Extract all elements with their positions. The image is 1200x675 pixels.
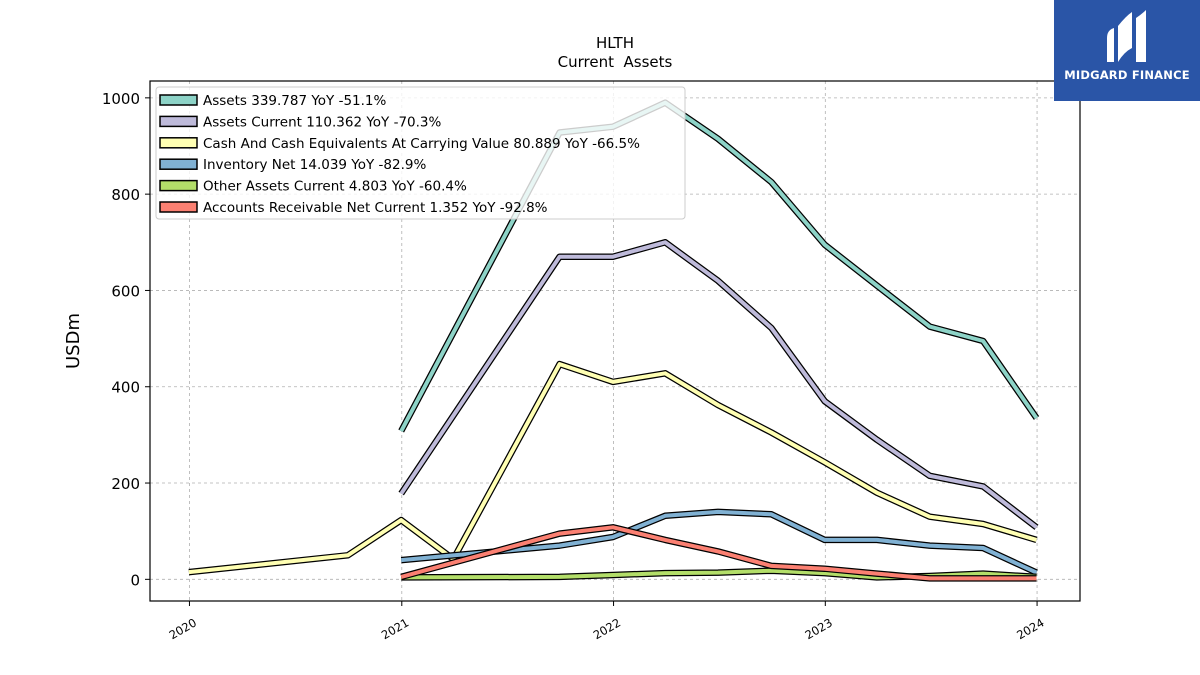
x-tick-label: 2022 bbox=[591, 615, 623, 642]
legend-swatch bbox=[159, 115, 198, 128]
legend-swatch bbox=[159, 201, 198, 213]
midgard-m-logo-icon bbox=[1107, 10, 1146, 62]
legend-swatch bbox=[159, 179, 198, 192]
legend-item[interactable]: Inventory Net 14.039 YoY -82.9% bbox=[159, 157, 426, 173]
legend-box bbox=[155, 86, 686, 220]
series-1 bbox=[398, 239, 1039, 530]
legend-item[interactable]: Assets 339.787 YoY -51.1% bbox=[159, 93, 387, 109]
y-tick-label: 1000 bbox=[102, 90, 140, 108]
series-2 bbox=[188, 360, 1038, 576]
x-tick-label: 2021 bbox=[379, 615, 411, 642]
legend-label: Assets Current 110.362 YoY -70.3% bbox=[203, 114, 442, 130]
y-tick-label: 200 bbox=[111, 475, 140, 493]
legend-item[interactable]: Accounts Receivable Net Current 1.352 Yo… bbox=[159, 200, 548, 216]
legend-label: Inventory Net 14.039 YoY -82.9% bbox=[203, 157, 426, 173]
legend-swatch bbox=[159, 137, 198, 149]
y-axis-label: USDm bbox=[63, 313, 84, 369]
legend-label: Other Assets Current 4.803 YoY -60.4% bbox=[203, 179, 467, 195]
legend-item[interactable]: Assets Current 110.362 YoY -70.3% bbox=[159, 114, 442, 130]
brand-logo: MIDGARD FINANCE bbox=[1054, 0, 1200, 101]
chart-subtitle: Current Assets bbox=[558, 53, 673, 71]
x-tick-label: 2024 bbox=[1014, 615, 1046, 642]
y-tick-label: 400 bbox=[111, 379, 140, 397]
plot-frame bbox=[149, 80, 1081, 602]
y-tick-label: 600 bbox=[111, 282, 140, 300]
series-line bbox=[400, 525, 1037, 581]
series-line bbox=[401, 509, 1038, 575]
legend-swatch bbox=[159, 94, 198, 106]
legend-item[interactable]: Other Assets Current 4.803 YoY -60.4% bbox=[159, 179, 467, 195]
series-line bbox=[188, 362, 1038, 575]
legend-label: Assets 339.787 YoY -51.1% bbox=[203, 93, 387, 109]
x-tick-label: 2023 bbox=[802, 615, 834, 642]
legend-label: Accounts Receivable Net Current 1.352 Yo… bbox=[203, 200, 548, 216]
series-5 bbox=[400, 524, 1037, 582]
legend-item[interactable]: Cash And Cash Equivalents At Carrying Va… bbox=[159, 136, 640, 152]
y-tick-label: 800 bbox=[111, 186, 140, 204]
y-tick-label: 0 bbox=[130, 571, 140, 589]
legend-swatch bbox=[159, 158, 198, 170]
series-3 bbox=[400, 508, 1038, 576]
series-line bbox=[399, 240, 1038, 529]
legend-label: Cash And Cash Equivalents At Carrying Va… bbox=[203, 136, 640, 152]
brand-name: MIDGARD FINANCE bbox=[1064, 68, 1190, 82]
chart-title: HLTH bbox=[596, 34, 634, 52]
legend[interactable]: Assets 339.787 YoY -51.1% Assets Current … bbox=[155, 86, 686, 220]
x-tick-label: 2020 bbox=[167, 615, 199, 642]
